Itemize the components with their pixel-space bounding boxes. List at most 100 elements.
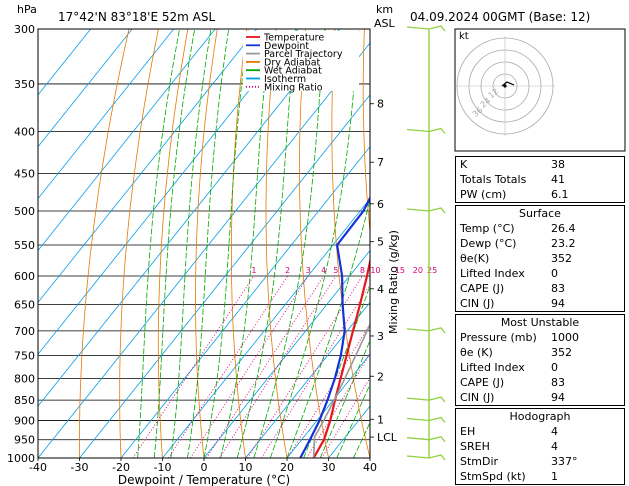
surface-row: Dewp (°C) 23.2: [456, 236, 624, 251]
legend-label: Isotherm: [264, 74, 306, 85]
table-label: EH: [460, 425, 476, 438]
table-label: SREH: [460, 440, 490, 453]
isotherm-line: [162, 197, 370, 458]
isotherm-line: [120, 146, 370, 458]
indices-table: K 38 Totals Totals 41 PW (cm) 6.1: [455, 156, 625, 203]
x-tick-label: -30: [71, 461, 89, 474]
wet-adiabat-line: [236, 29, 297, 458]
dry-adiabat-line: [79, 29, 130, 458]
x-axis-title: Dewpoint / Temperature (°C): [118, 473, 290, 486]
x-tick-label: 20: [280, 461, 294, 474]
table-value: 0: [551, 361, 558, 374]
hodograph-row: EH 4: [456, 424, 624, 439]
surface-row: Temp (°C) 26.4: [456, 221, 624, 236]
pressure-tick-label: 750: [14, 349, 35, 362]
datetime-title: 04.09.2024 00GMT (Base: 12): [410, 10, 590, 24]
dry-adiabat-line: [265, 29, 288, 458]
x-tick-label: -40: [29, 461, 47, 474]
km-tick-label: 8: [377, 98, 384, 111]
hodograph-row: SREH 4: [456, 439, 624, 454]
table-value: 4: [551, 425, 558, 438]
mixing-ratio-label: 15: [395, 266, 405, 275]
most-unstable-row: θe (K) 352: [456, 345, 624, 360]
mixing-ratio-axis-title: Mixing Ratio (g/kg): [387, 230, 400, 334]
mixing-ratio-line: [287, 323, 370, 458]
wet-adiabat-line: [336, 383, 370, 458]
table-value: 83: [551, 282, 565, 295]
isotherm-line: [38, 29, 341, 407]
most-unstable-row: CIN (J) 94: [456, 390, 624, 405]
km-unit-label: km: [376, 3, 393, 16]
mixing-ratio-line: [190, 275, 309, 458]
legend-label: Mixing Ratio: [264, 82, 323, 93]
most-unstable-table: Most Unstable Pressure (mb) 1000 θe (K) 352 L…: [455, 314, 625, 406]
table-value: 23.2: [551, 237, 576, 250]
isotherm-line: [38, 29, 258, 304]
table-value: 38: [551, 158, 565, 171]
table-label: StmSpd (kt): [460, 470, 526, 483]
table-label: Dewp (°C): [460, 237, 517, 250]
wind-barb: [406, 327, 446, 334]
wet-adiabat-line: [153, 29, 196, 458]
mixing-ratio-line: [206, 275, 324, 458]
wind-barb: [406, 396, 446, 403]
surface-row: θe(K) 352: [456, 251, 624, 266]
mixing-ratio-label: 25: [427, 266, 437, 275]
pressure-tick-label: 850: [14, 394, 35, 407]
mixing-ratio-line: [261, 283, 370, 458]
hodograph-table: Hodograph EH 4 SREH 4 StmDir 337° StmSpd (kt) 1: [455, 408, 625, 485]
x-tick-label: -20: [112, 461, 130, 474]
wind-barb: [406, 25, 446, 32]
isotherm-line: [38, 29, 216, 252]
indices-row: K 38: [456, 157, 624, 172]
x-tick-label: 40: [363, 461, 377, 474]
table-value: 1000: [551, 331, 579, 344]
wet-adiabat-line: [253, 29, 326, 458]
mixing-ratio-line: [219, 275, 337, 458]
indices-row: Totals Totals 41: [456, 172, 624, 187]
table-value: 1: [551, 470, 558, 483]
table-value: 4: [551, 440, 558, 453]
surface-row: Lifted Index 0: [456, 266, 624, 281]
wet-adiabat-line: [303, 284, 370, 458]
indices-row: PW (cm) 6.1: [456, 187, 624, 202]
table-value: 352: [551, 346, 572, 359]
mixing-ratio-label: 20: [413, 266, 423, 275]
isotherm-line: [203, 249, 370, 458]
temperature-profile: [312, 256, 370, 458]
wet-adiabat-line: [137, 29, 180, 458]
table-label: CIN (J): [460, 297, 495, 310]
table-label: PW (cm): [460, 188, 507, 201]
isotherm-line: [38, 29, 175, 200]
mixing-ratio-label: 1: [251, 266, 256, 275]
dry-adiabat-line: [230, 29, 248, 458]
km-tick-label: 1: [377, 413, 384, 426]
wet-adiabat-line: [319, 339, 370, 458]
pressure-tick-label: 950: [14, 434, 35, 447]
table-label: CAPE (J): [460, 282, 505, 295]
isotherm-line: [286, 353, 370, 458]
wind-barb: [406, 207, 446, 214]
table-value: 352: [551, 252, 572, 265]
wet-adiabat-line: [170, 29, 212, 458]
dry-adiabat-line: [362, 29, 370, 236]
dewpoint-profile: [299, 195, 370, 458]
km-tick-label: 3: [377, 330, 384, 343]
mixing-ratio-label: 8: [360, 266, 365, 275]
hodograph-row: StmSpd (kt) 1: [456, 469, 624, 484]
x-tick-label: 0: [201, 461, 208, 474]
table-value: 83: [551, 376, 565, 389]
legend-label: Dry Adiabat: [264, 57, 321, 68]
pressure-tick-label: 1000: [7, 452, 35, 465]
legend-background: [243, 31, 359, 91]
km-tick-label: 6: [377, 198, 384, 211]
mixing-ratio-label: 2: [285, 266, 290, 275]
wind-barb: [406, 416, 446, 423]
table-label: CAPE (J): [460, 376, 505, 389]
hodograph-row: StmDir 337°: [456, 454, 624, 469]
table-label: Pressure (mb): [460, 331, 537, 344]
hodograph-title: Hodograph: [509, 410, 571, 423]
left-unit-label: hPa: [17, 3, 37, 16]
